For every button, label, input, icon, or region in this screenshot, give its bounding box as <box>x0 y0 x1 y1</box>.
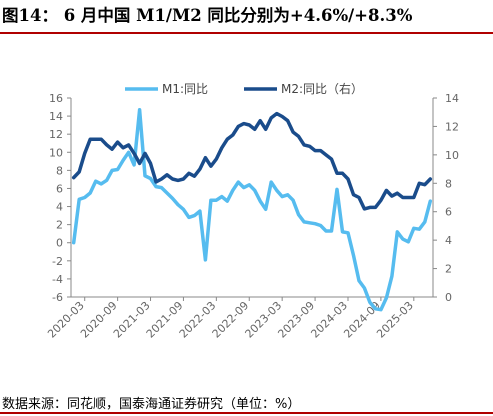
y-right-tick-label: 6 <box>445 206 452 219</box>
y-left-tick-label: -2 <box>52 255 63 268</box>
chart-legend: M1:同比 M2:同比（右） <box>125 81 363 96</box>
y-left-tick-label: -4 <box>52 273 63 286</box>
y-left-tick-label: 16 <box>49 92 63 105</box>
y-right-tick-label: 4 <box>445 234 452 247</box>
legend-m2-label: M2:同比（右） <box>281 81 363 96</box>
y-left-tick-label: 4 <box>56 201 63 214</box>
y-left-tick-label: 8 <box>56 164 63 177</box>
y-right-tick-label: 12 <box>445 120 459 133</box>
y-right-tick-label: 2 <box>445 263 452 276</box>
y-right-tick-label: 10 <box>445 149 459 162</box>
figure-title: 图14： 6 月中国 M1/M2 同比分别为+4.6%/+8.3% <box>2 6 413 25</box>
bottom-rule <box>0 412 493 414</box>
y-right-tick-label: 0 <box>445 291 452 304</box>
series-m1-line <box>71 108 433 312</box>
line-chart: M1:同比 M2:同比（右） -6 -4 -2 0 2 4 6 8 10 12 14 16 0 2 4 6 8 1… <box>45 81 459 341</box>
y-left-tick-label: 10 <box>49 146 63 159</box>
legend-m1-label: M1:同比 <box>162 82 208 96</box>
series-m2-line <box>71 111 433 211</box>
y-left-tick-label: 2 <box>56 219 63 232</box>
y-right-tick-label: 8 <box>445 177 452 190</box>
y-left-tick-label: 0 <box>56 237 63 250</box>
title-rule <box>0 32 493 34</box>
y-left-tick-label: 6 <box>56 182 63 195</box>
source-note: 数据来源：同花顺，国泰海通证券研究（单位：%） <box>2 397 301 412</box>
y-left-tick-label: 12 <box>49 128 63 141</box>
y-left-tick-label: 14 <box>49 110 63 123</box>
y-right-tick-label: 14 <box>445 92 459 105</box>
x-tick-label: 2025-03 <box>374 299 416 341</box>
y-left-tick-label: -6 <box>52 291 63 304</box>
